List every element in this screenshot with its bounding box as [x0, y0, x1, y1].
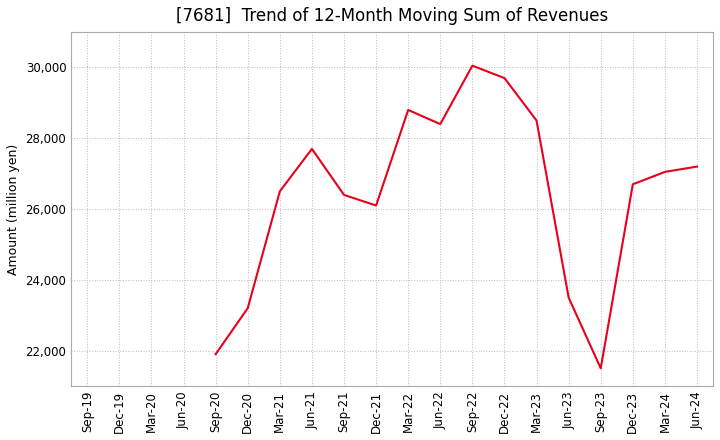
Y-axis label: Amount (million yen): Amount (million yen) — [7, 143, 20, 275]
Title: [7681]  Trend of 12-Month Moving Sum of Revenues: [7681] Trend of 12-Month Moving Sum of R… — [176, 7, 608, 25]
